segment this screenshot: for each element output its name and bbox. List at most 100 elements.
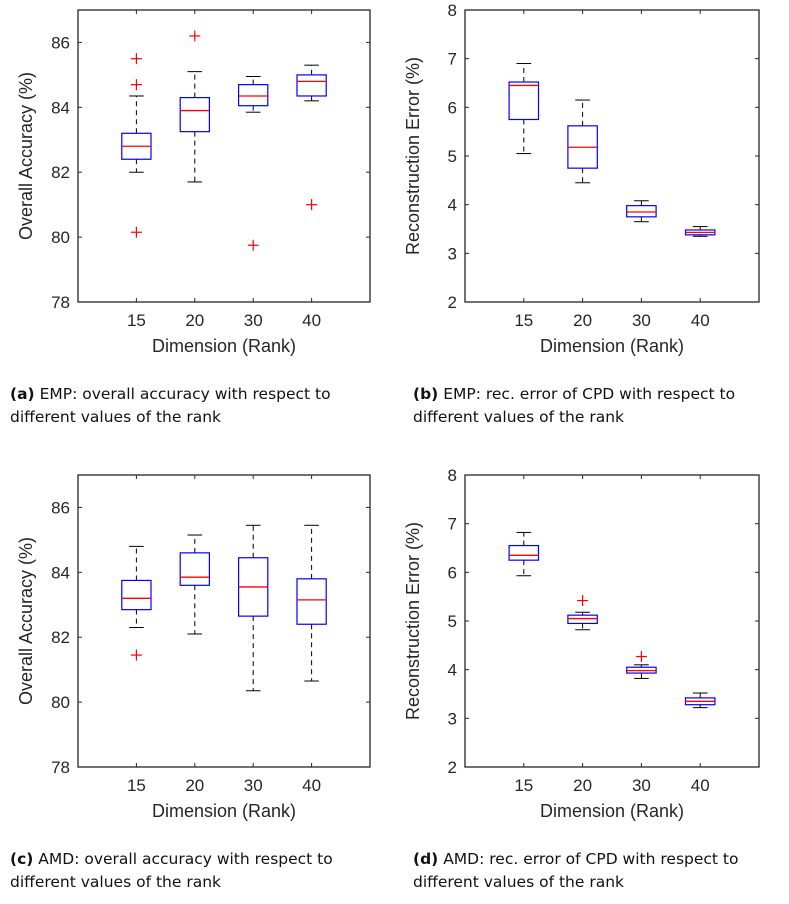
iqr-box [179,96,210,133]
plot-area-frame [464,474,760,768]
y-tick-label: 2 [448,293,457,312]
box-group [121,53,152,238]
iqr-box [508,81,540,121]
outlier-marker [577,595,589,607]
x-tick-label: 15 [514,311,533,330]
outlier-marker [189,30,201,42]
caption-b-tag: (b) [413,385,439,403]
plot-area-frame [464,9,760,303]
box-group [567,595,598,631]
y-tick-label: 4 [448,661,457,680]
y-tick-label: 86 [51,498,70,517]
outlier-marker [306,199,318,211]
box-group [684,226,716,237]
y-tick-label: 84 [51,563,70,582]
box-group [684,692,716,709]
x-tick-label: 20 [185,311,204,330]
box-group [179,30,210,183]
x-tick-label: 15 [127,776,146,795]
y-tick-label: 6 [448,563,457,582]
outlier-marker [130,226,142,238]
y-tick-label: 5 [448,147,457,166]
box-group [179,534,210,635]
y-tick-label: 8 [448,1,457,20]
y-tick-label: 86 [51,33,70,52]
y-tick-label: 6 [448,98,457,117]
x-tick-label: 15 [514,776,533,795]
y-tick-label: 78 [51,758,70,777]
box-plot-b: 2 3 4 5 6 7 8 15 20 30 40 Dimension (Rank) Reconstru… [403,1,760,356]
x-tick-label: 40 [691,776,710,795]
iqr-box [567,614,598,625]
y-tick-label: 4 [448,196,457,215]
iqr-box [121,579,152,611]
caption-a-tag: (a) [10,385,35,403]
plot-area-frame [77,474,371,768]
x-tick-label: 30 [244,776,263,795]
caption-a-text: EMP: overall accuracy with respect to di… [10,385,331,426]
caption-d: (d) AMD: rec. error of CPD with respect … [413,848,785,894]
caption-d-tag: (d) [413,850,439,868]
box-group [296,64,327,211]
caption-d-text: AMD: rec. error of CPD with respect to d… [413,850,739,891]
x-tick-label: 40 [691,311,710,330]
x-tick-label: 15 [127,311,146,330]
box-group [508,63,540,155]
y-tick-label: 80 [51,693,70,712]
y-tick-label: 78 [51,293,70,312]
y-tick-label: 84 [51,98,70,117]
y-axis-label: Overall Accuracy (%) [16,72,36,240]
box-group [296,524,327,682]
box-plot-c: 78 80 82 84 86 15 20 30 40 Dimension (Rank) Overal… [16,474,371,821]
outlier-marker [247,239,259,251]
y-axis-label: Overall Accuracy (%) [16,537,36,705]
y-tick-label: 3 [448,709,457,728]
y-axis-label: Reconstruction Error (%) [403,522,423,720]
iqr-box [296,74,327,97]
box-group [567,99,598,184]
caption-b-text: EMP: rec. error of CPD with respect to d… [413,385,736,426]
x-tick-label: 30 [632,311,651,330]
box-group [238,524,269,692]
caption-b: (b) EMP: rec. error of CPD with respect … [413,383,785,429]
box-group [626,200,657,223]
x-tick-label: 40 [302,776,321,795]
y-axis-label: Reconstruction Error (%) [403,57,423,255]
x-tick-label: 40 [302,311,321,330]
iqr-box [626,205,657,218]
y-tick-label: 8 [448,466,457,485]
x-tick-label: 30 [244,311,263,330]
x-tick-label: 20 [185,776,204,795]
box-plot-a: 78 80 82 84 86 15 20 30 40 Dimension (Rank) Overal… [16,9,371,356]
plot-area-frame [77,9,371,303]
y-tick-label: 5 [448,612,457,631]
outlier-marker [635,651,647,663]
y-tick-label: 80 [51,228,70,247]
x-axis-label: Dimension (Rank) [152,801,296,821]
x-axis-label: Dimension (Rank) [540,801,684,821]
caption-c-tag: (c) [10,850,34,868]
y-tick-label: 82 [51,628,70,647]
box-group [238,76,269,251]
y-tick-label: 82 [51,163,70,182]
caption-a: (a) EMP: overall accuracy with respect t… [10,383,395,429]
outlier-marker [130,79,142,91]
x-tick-label: 20 [573,776,592,795]
outlier-marker [130,649,142,661]
x-tick-label: 30 [632,776,651,795]
box-group [121,545,152,661]
y-tick-label: 2 [448,758,457,777]
iqr-box [508,544,540,561]
outlier-marker [130,53,142,65]
box-plot-d: 2 3 4 5 6 7 8 15 20 30 40 Dimension (Rank) Reconstru… [403,466,760,821]
box-group [508,531,540,577]
x-axis-label: Dimension (Rank) [152,336,296,356]
iqr-box [238,84,269,107]
caption-c: (c) AMD: overall accuracy with respect t… [10,848,395,894]
y-tick-label: 3 [448,244,457,263]
x-axis-label: Dimension (Rank) [540,336,684,356]
caption-c-text: AMD: overall accuracy with respect to di… [10,850,333,891]
iqr-box [179,552,210,586]
y-tick-label: 7 [448,515,457,534]
